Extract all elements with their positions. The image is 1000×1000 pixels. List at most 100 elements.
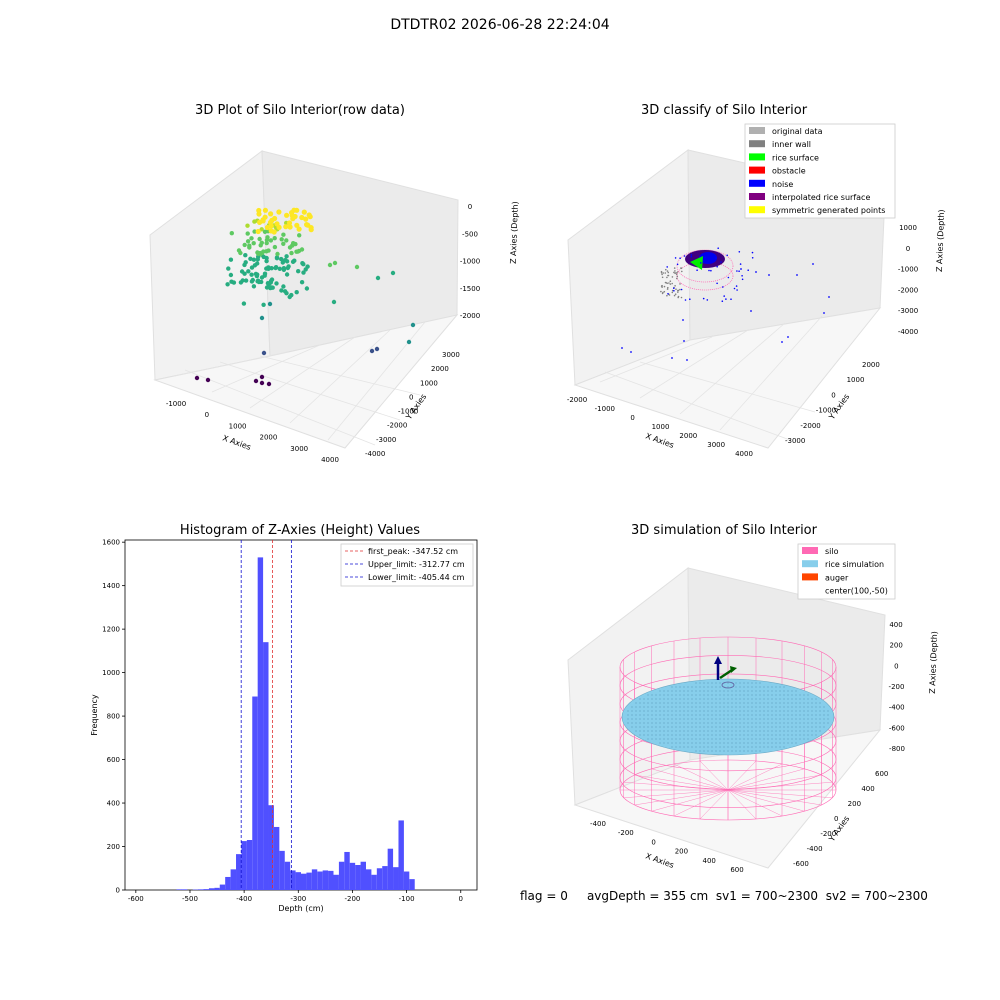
p4-rice-point <box>679 710 681 712</box>
p4-rice-point <box>767 706 769 708</box>
p4-rice-point <box>691 698 693 700</box>
p3-y-tick-label: 1200 <box>102 626 120 634</box>
p4-rice-point <box>739 738 741 740</box>
p2-inner-wall-point <box>666 294 668 297</box>
p2-inner-wall-point <box>677 295 680 298</box>
p1-point <box>284 291 289 296</box>
p1-point <box>269 277 275 282</box>
status-sv1: sv1 = 700~2300 <box>715 889 819 903</box>
p4-rice-point <box>807 738 809 740</box>
status-sv2: sv2 = 700~2300 <box>825 889 928 903</box>
p4-rice-point <box>675 698 677 700</box>
p4-rice-point <box>819 726 821 728</box>
p4-rice-point <box>779 698 781 700</box>
p2-x-tick-label: -1000 <box>595 405 615 413</box>
p4-rice-point <box>771 738 773 740</box>
p4-rice-point <box>799 698 801 700</box>
p4-rice-point <box>647 726 649 728</box>
p1-point <box>296 269 301 274</box>
p4-rice-point <box>667 722 669 724</box>
p2-inner-wall-point <box>671 289 674 292</box>
p4-rice-point <box>759 698 761 700</box>
p4-rice-point <box>659 738 661 740</box>
p4-rice-point <box>703 698 705 700</box>
p4-rice-point <box>787 734 789 736</box>
p4-silo-floor-spoke <box>727 782 833 791</box>
p4-rice-point <box>815 702 817 704</box>
p2-pane-floor <box>573 307 882 449</box>
p4-rice-point <box>763 742 765 744</box>
p4-rice-point <box>735 722 737 724</box>
p1-point <box>264 266 269 271</box>
p3-bar <box>230 869 237 890</box>
p4-rice-point <box>763 694 765 696</box>
p4-rice-point <box>659 714 661 716</box>
p4-rice-point <box>735 714 737 716</box>
status-flag: flag = 0 <box>520 889 568 903</box>
p4-rice-point <box>807 714 809 716</box>
p4-rice-point <box>751 682 753 684</box>
p2-noise-point <box>739 263 742 265</box>
p4-rice-point <box>795 698 797 700</box>
p2-y-tick-label: 2000 <box>862 361 880 369</box>
p4-rice-point <box>803 722 805 724</box>
p4-rice-point <box>759 746 761 748</box>
p4-rice-point <box>727 710 729 712</box>
status-line: flag = 0 avgDepth = 355 cm sv1 = 700~230… <box>520 889 928 903</box>
p4-rice-point <box>699 734 701 736</box>
p2-rice-surface-patch <box>690 256 703 270</box>
p2-noise-point <box>716 282 718 285</box>
p4-rice-point <box>731 734 733 736</box>
p4-rice-point <box>635 726 637 728</box>
p4-rice-point <box>775 698 777 700</box>
p4-rice-point <box>767 698 769 700</box>
p4-rice-point <box>655 726 657 728</box>
p4-rice-point <box>823 714 825 716</box>
p4-rice-point <box>779 718 781 720</box>
p4-rice-point <box>655 730 657 732</box>
p4-rice-point <box>771 694 773 696</box>
p4-rice-point <box>775 706 777 708</box>
p3-bar <box>214 887 220 890</box>
p4-rice-point <box>663 706 665 708</box>
p4-rice-point <box>779 714 781 716</box>
p4-rice-point <box>655 706 657 708</box>
p3-bar <box>365 869 372 890</box>
p1-z-tick-label: -2000 <box>460 312 480 320</box>
p4-rice-point <box>747 698 749 700</box>
p3-bar <box>301 873 307 890</box>
p4-rice-point <box>679 706 681 708</box>
p4-rice-point <box>703 702 705 704</box>
p4-rice-point <box>627 722 629 724</box>
p4-rice-point <box>735 690 737 692</box>
p4-rice-point <box>747 714 749 716</box>
p4-y-tick-label: 400 <box>861 785 874 793</box>
p4-rice-point <box>655 702 657 704</box>
p4-y-tick-label: -200 <box>820 830 836 838</box>
p4-rice-point <box>743 742 745 744</box>
p4-rice-point <box>695 698 697 700</box>
p1-point <box>290 259 296 264</box>
p4-rice-point <box>691 738 693 740</box>
p2-noise-point <box>689 298 691 301</box>
p4-rice-point <box>691 742 693 744</box>
p1-y-tick-label: -3000 <box>376 436 396 444</box>
p4-rice-point <box>811 734 813 736</box>
p4-rice-point <box>687 730 689 732</box>
p2-silo-wall-lower <box>676 261 734 291</box>
p4-rice-point <box>783 746 785 748</box>
p4-rice-point <box>675 706 677 708</box>
p4-rice-point <box>723 698 725 700</box>
p4-rice-point <box>671 718 673 720</box>
p2-inner-wall-point <box>662 291 664 294</box>
p4-rice-point <box>663 694 665 696</box>
p4-rice-point <box>819 710 821 712</box>
p1-point <box>265 281 271 286</box>
p3-bar <box>236 854 242 890</box>
p4-rice-point <box>755 726 757 728</box>
p4-rice-point <box>759 682 761 684</box>
p4-rice-point <box>679 722 681 724</box>
p4-rice-point <box>763 690 765 692</box>
p4-rice-point <box>811 702 813 704</box>
p4-rice-point <box>779 722 781 724</box>
